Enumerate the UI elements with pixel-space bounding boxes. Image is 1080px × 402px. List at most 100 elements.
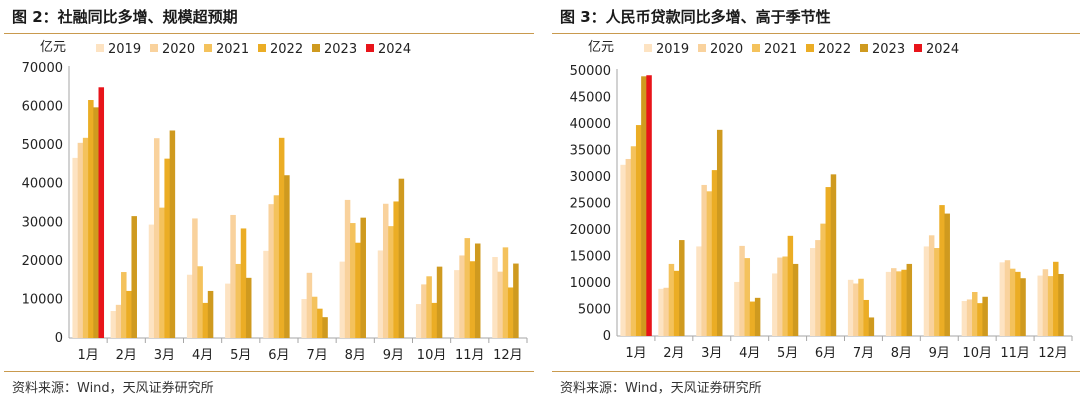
- x-tick-label: 4月: [192, 348, 213, 363]
- bar-2023-3月: [169, 130, 176, 338]
- bar-2020-3月: [153, 138, 160, 338]
- bar-2019-7月: [847, 279, 854, 336]
- bar-2019-2月: [110, 311, 117, 338]
- bar-2023-10月: [982, 296, 988, 336]
- y-tick-label: 0: [55, 331, 63, 346]
- bar-2022-3月: [711, 170, 718, 336]
- bar-2020-10月: [421, 284, 427, 338]
- bar-2022-9月: [939, 205, 945, 336]
- bar-2019-5月: [225, 283, 231, 338]
- x-tick-label: 3月: [154, 348, 175, 363]
- bar-2022-12月: [1053, 261, 1059, 336]
- bar-2023-11月: [474, 243, 481, 338]
- source-note: 资料来源：Wind，天风证券研究所: [12, 381, 214, 396]
- bar-2019-2月: [658, 288, 664, 336]
- bar-2021-4月: [744, 258, 751, 336]
- legend-swatch-2020: [150, 44, 158, 52]
- bar-2019-1月: [620, 164, 626, 336]
- x-tick-label: 11月: [455, 348, 485, 363]
- x-tick-label: 7月: [853, 346, 874, 361]
- x-tick-label: 2月: [116, 348, 137, 363]
- bar-2021-2月: [668, 263, 675, 336]
- bar-2023-7月: [322, 317, 328, 338]
- legend-swatch-2024: [914, 44, 922, 52]
- legend-swatch-2021: [204, 44, 212, 52]
- y-tick-label: 25000: [570, 197, 611, 212]
- bar-2022-4月: [749, 301, 756, 336]
- bar-2023-6月: [830, 174, 837, 336]
- x-tick-label: 10月: [417, 348, 447, 363]
- bar-2022-9月: [393, 201, 399, 338]
- x-tick-label: 8月: [345, 348, 366, 363]
- bar-2019-7月: [301, 299, 307, 338]
- bar-2020-6月: [268, 204, 275, 338]
- bar-2023-11月: [1020, 278, 1026, 336]
- bar-2022-8月: [355, 242, 361, 338]
- legend-label-2022: 2022: [818, 42, 851, 57]
- bar-2023-12月: [1058, 273, 1064, 336]
- legend-label-2020: 2020: [710, 42, 743, 57]
- bar-2019-11月: [454, 270, 460, 338]
- legend-label-2024: 2024: [378, 42, 411, 57]
- chart-title: 图 3：人民币贷款同比多增、高于季节性: [560, 8, 831, 26]
- bar-2020-3月: [701, 184, 707, 336]
- y-unit-label: 亿元: [40, 40, 66, 55]
- source-divider: [552, 371, 1080, 372]
- bar-2023-4月: [754, 297, 761, 336]
- bar-2023-6月: [284, 175, 290, 338]
- bar-2019-12月: [1037, 275, 1043, 336]
- bar-2021-1月: [82, 137, 89, 338]
- y-tick-label: 20000: [22, 254, 63, 269]
- bar-2020-1月: [625, 158, 632, 336]
- rmb-loans-bar-chart: 亿元 2019 2020 2021 2022 2023 2024 0 5000 10000 1500…: [570, 40, 1073, 361]
- bar-2023-8月: [906, 263, 913, 336]
- bar-2020-10月: [966, 299, 973, 336]
- bar-2020-4月: [192, 218, 198, 338]
- bar-2023-1月: [641, 76, 647, 337]
- bar-2020-2月: [663, 287, 669, 336]
- bar-2023-5月: [792, 263, 799, 336]
- y-tick-label: 50000: [570, 64, 611, 79]
- y-tick-label: 5000: [578, 303, 611, 318]
- bar-2020-8月: [891, 268, 897, 336]
- x-tick-label: 4月: [739, 346, 760, 361]
- legend-label-2022: 2022: [270, 42, 303, 57]
- bar-2022-10月: [431, 302, 438, 338]
- bar-2020-7月: [853, 283, 859, 336]
- bar-2022-12月: [507, 287, 514, 338]
- bar-2023-1月: [93, 107, 99, 338]
- bar-2021-8月: [350, 223, 356, 338]
- legend-swatch-2020: [698, 44, 706, 52]
- bar-2021-3月: [706, 191, 713, 336]
- bar-2021-1月: [630, 146, 637, 336]
- title-divider: [552, 33, 1080, 34]
- bar-2019-9月: [377, 250, 384, 338]
- bar-2019-8月: [885, 271, 892, 336]
- bar-2020-7月: [306, 272, 313, 338]
- legend-swatch-2023: [312, 44, 320, 52]
- y-tick-label: 20000: [570, 223, 611, 238]
- bar-2020-9月: [382, 203, 389, 338]
- y-tick-label: 50000: [22, 138, 63, 153]
- bar-2022-5月: [240, 228, 247, 338]
- bar-2022-6月: [825, 187, 832, 336]
- bar-2021-3月: [159, 207, 165, 338]
- chart-panel-social-financing: 图 2：社融同比多增、规模超预期 亿元 2019 2020 2021 2022 2023 2…: [4, 0, 534, 402]
- bar-2020-12月: [497, 271, 504, 338]
- bar-2022-1月: [635, 125, 642, 336]
- bar-2020-2月: [115, 304, 122, 338]
- bar-2020-9月: [928, 235, 935, 336]
- bar-2021-4月: [197, 266, 203, 338]
- bar-2024-1月: [646, 75, 652, 337]
- bar-2022-10月: [977, 303, 983, 336]
- bar-2021-9月: [934, 248, 940, 336]
- bar-2019-3月: [148, 224, 155, 338]
- bar-2022-6月: [278, 137, 285, 338]
- y-tick-label: 10000: [22, 292, 63, 307]
- y-tick-label: 30000: [22, 215, 63, 230]
- y-tick-label: 35000: [570, 144, 611, 159]
- bar-2019-8月: [339, 261, 346, 338]
- bar-2019-1月: [72, 157, 78, 338]
- bar-2021-5月: [235, 263, 242, 338]
- bar-2023-10月: [436, 266, 443, 338]
